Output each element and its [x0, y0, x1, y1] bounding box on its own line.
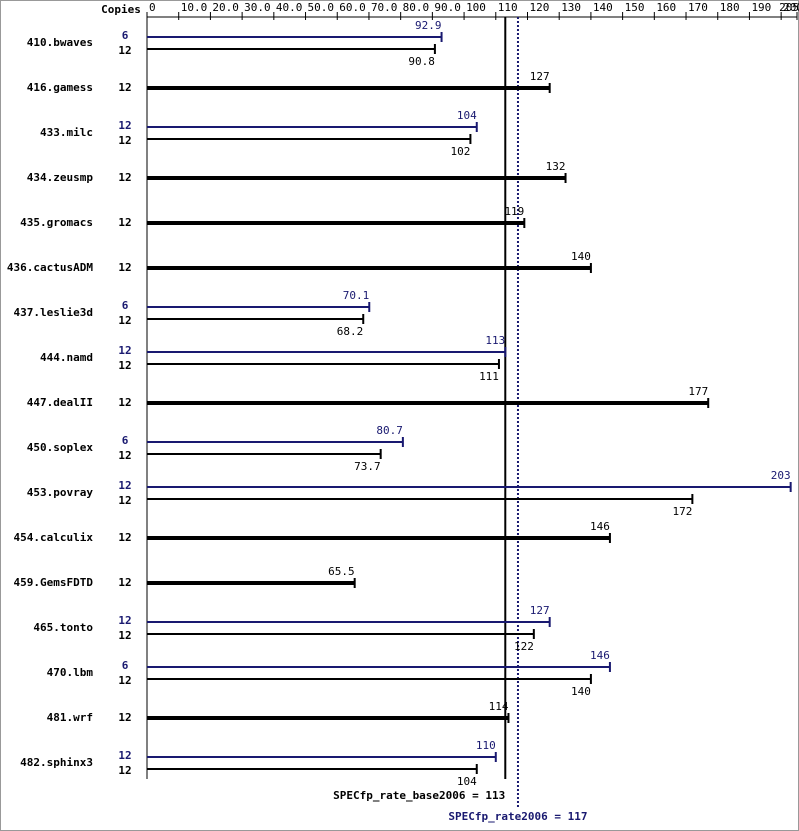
copies: 12: [118, 531, 131, 544]
benchmark-name: 410.bwaves: [27, 36, 93, 49]
reference-label: SPECfp_rate_base2006 = 113: [333, 789, 505, 802]
x-tick-label: 30.0: [244, 1, 271, 14]
x-tick-label: 10.0: [181, 1, 208, 14]
copies: 12: [118, 119, 131, 132]
value-label: 177: [688, 385, 708, 398]
copies: 12: [118, 396, 131, 409]
copies: 12: [118, 81, 131, 94]
benchmark-name: 435.gromacs: [20, 216, 93, 229]
x-tick-label: 100: [466, 1, 486, 14]
reference-label: SPECfp_rate2006 = 117: [448, 810, 587, 823]
value-label: 146: [590, 520, 610, 533]
value-label: 127: [530, 604, 550, 617]
value-label: 102: [451, 145, 471, 158]
value-label: 113: [485, 334, 505, 347]
x-tick-label: 20.0: [212, 1, 239, 14]
x-tick-label: 50.0: [308, 1, 335, 14]
value-label: 111: [479, 370, 499, 383]
copies: 12: [118, 494, 131, 507]
copies: 12: [118, 764, 131, 777]
x-tick-label: 170: [688, 1, 708, 14]
benchmark-name: 454.calculix: [14, 531, 94, 544]
copies: 12: [118, 576, 131, 589]
value-label: 127: [530, 70, 550, 83]
value-label: 104: [457, 775, 477, 788]
x-tick-label: 200: [783, 1, 799, 14]
value-label: 80.7: [376, 424, 403, 437]
value-label: 203: [771, 469, 791, 482]
value-label: 114: [489, 700, 509, 713]
x-tick-label: 160: [656, 1, 676, 14]
copies: 12: [118, 629, 131, 642]
benchmark-name: 470.lbm: [47, 666, 94, 679]
copies: 12: [118, 44, 131, 57]
copies: 12: [118, 614, 131, 627]
benchmark-name: 444.namd: [40, 351, 93, 364]
copies: 12: [118, 344, 131, 357]
x-tick-label: 0: [149, 1, 156, 14]
value-label: 110: [476, 739, 496, 752]
x-tick-label: 150: [625, 1, 645, 14]
benchmark-name: 450.soplex: [27, 441, 94, 454]
copies: 12: [118, 216, 131, 229]
copies: 12: [118, 449, 131, 462]
value-label: 146: [590, 649, 610, 662]
x-tick-label: 130: [561, 1, 581, 14]
benchmark-name: 482.sphinx3: [20, 756, 93, 769]
benchmark-name: 465.tonto: [33, 621, 93, 634]
copies: 12: [118, 674, 131, 687]
value-label: 65.5: [328, 565, 355, 578]
value-label: 68.2: [337, 325, 364, 338]
copies: 12: [118, 171, 131, 184]
benchmark-name: 434.zeusmp: [27, 171, 94, 184]
copies: 6: [122, 434, 129, 447]
value-label: 104: [457, 109, 477, 122]
x-tick-label: 110: [498, 1, 518, 14]
x-tick-label: 60.0: [339, 1, 366, 14]
benchmark-name: 459.GemsFDTD: [14, 576, 94, 589]
x-tick-label: 140: [593, 1, 613, 14]
copies: 12: [118, 479, 131, 492]
value-label: 90.8: [408, 55, 435, 68]
x-tick-label: 80.0: [403, 1, 430, 14]
x-tick-label: 180: [720, 1, 740, 14]
x-tick-label: 120: [529, 1, 549, 14]
copies: 6: [122, 659, 129, 672]
value-label: 172: [672, 505, 692, 518]
value-label: 140: [571, 250, 591, 263]
benchmark-name: 447.dealII: [27, 396, 93, 409]
benchmark-name: 453.povray: [27, 486, 94, 499]
copies: 6: [122, 29, 129, 42]
benchmark-name: 416.gamess: [27, 81, 93, 94]
benchmark-name: 481.wrf: [47, 711, 93, 724]
value-label: 122: [514, 640, 534, 653]
copies-header: Copies: [101, 3, 141, 16]
value-label: 119: [504, 205, 524, 218]
copies: 12: [118, 314, 131, 327]
copies: 12: [118, 261, 131, 274]
benchmark-name: 437.leslie3d: [14, 306, 93, 319]
x-tick-label: 190: [751, 1, 771, 14]
x-tick-label: 40.0: [276, 1, 303, 14]
copies: 12: [118, 359, 131, 372]
value-label: 73.7: [354, 460, 381, 473]
copies: 12: [118, 711, 131, 724]
value-label: 92.9: [415, 19, 442, 32]
value-label: 70.1: [343, 289, 370, 302]
x-tick-label: 205: [779, 1, 799, 14]
benchmark-name: 433.milc: [40, 126, 93, 139]
value-label: 140: [571, 685, 591, 698]
x-tick-label: 90.0: [434, 1, 461, 14]
copies: 12: [118, 749, 131, 762]
x-tick-label: 70.0: [371, 1, 398, 14]
copies: 6: [122, 299, 129, 312]
copies: 12: [118, 134, 131, 147]
benchmark-name: 436.cactusADM: [7, 261, 93, 274]
value-label: 132: [546, 160, 566, 173]
